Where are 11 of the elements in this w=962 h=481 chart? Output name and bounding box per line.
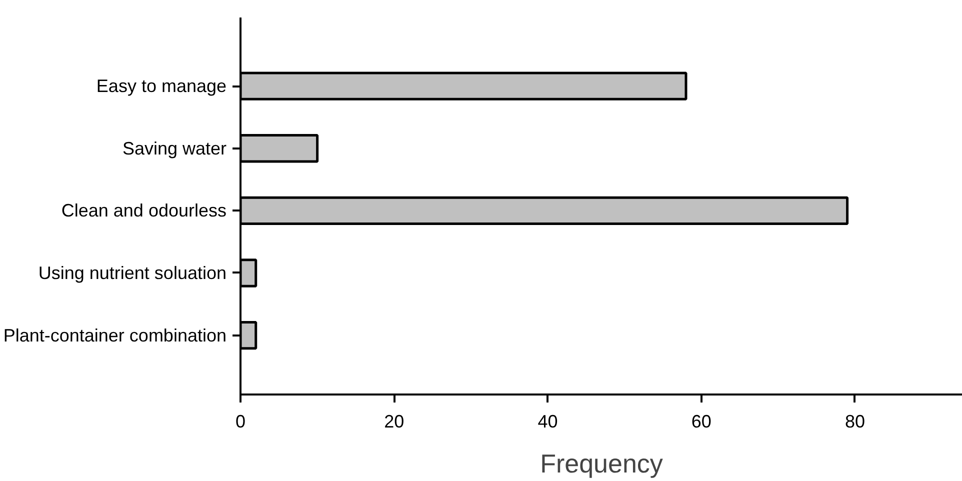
y-tick-label: Clean and odourless xyxy=(61,200,227,221)
x-tick-label: 80 xyxy=(844,412,865,432)
y-tick-label: Easy to manage xyxy=(96,76,226,96)
x-tick-label: 20 xyxy=(384,412,404,432)
y-tick-label: Plant-container combination xyxy=(3,325,227,346)
x-axis-title: Frequency xyxy=(540,448,663,478)
y-tick-label: Saving water xyxy=(122,138,227,158)
x-tick-label: 60 xyxy=(691,412,712,432)
y-tick-label: Using nutrient soluation xyxy=(38,262,227,283)
x-tick-label: 0 xyxy=(235,412,246,432)
x-tick-label: 40 xyxy=(538,412,558,432)
